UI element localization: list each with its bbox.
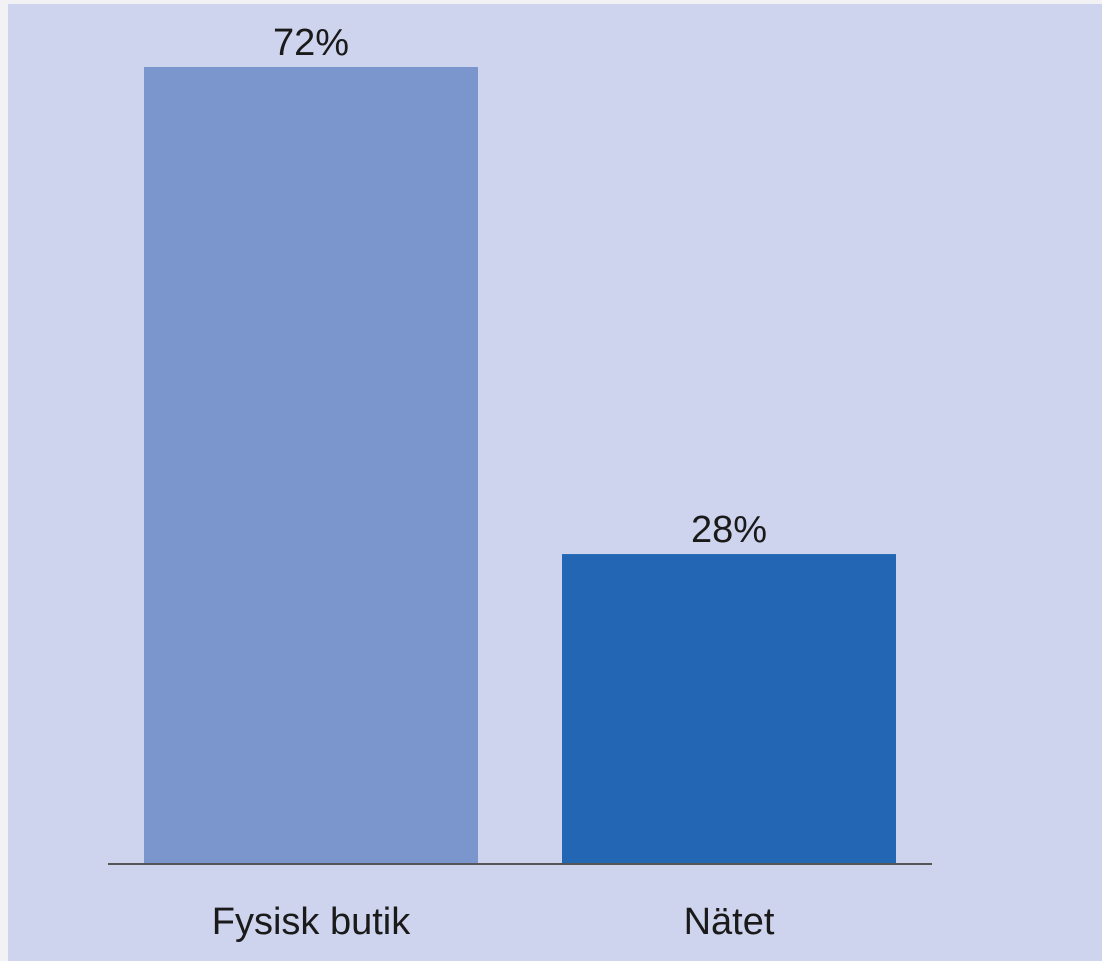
bar-chart: 72% Fysisk butik 28% Nätet xyxy=(8,4,1102,961)
bar-1 xyxy=(562,554,896,864)
bars-group xyxy=(144,67,896,864)
data-label-1: 28% xyxy=(691,509,767,551)
data-label-0: 72% xyxy=(273,22,349,64)
chart-panel: 72% Fysisk butik 28% Nätet xyxy=(8,4,1102,961)
labels-group: 72% Fysisk butik 28% Nätet xyxy=(212,22,775,943)
bar-0 xyxy=(144,67,478,864)
category-label-1: Nätet xyxy=(684,901,775,943)
category-label-0: Fysisk butik xyxy=(212,901,411,943)
